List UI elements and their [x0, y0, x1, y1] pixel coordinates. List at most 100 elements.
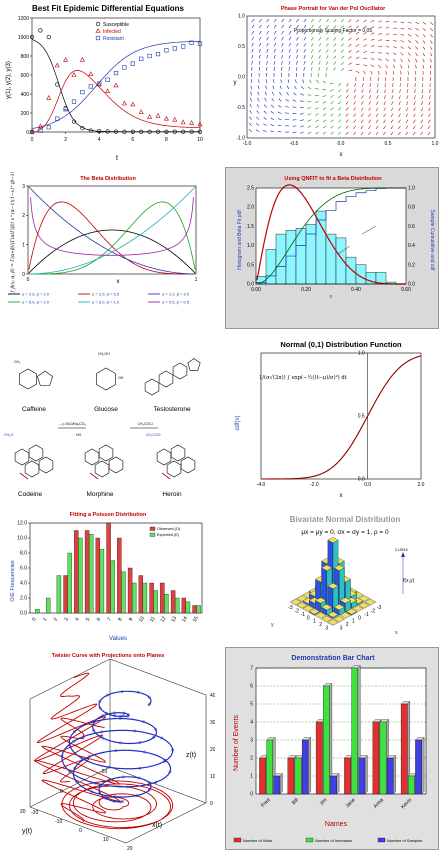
twister-xtick-label: -10 [55, 819, 62, 825]
vanderpol-arrow [308, 125, 312, 128]
bivariate-xtick-label: 2 [346, 622, 349, 628]
vanderpol-arrowhead [423, 61, 425, 63]
vanderpol-arrow [428, 119, 431, 123]
epidemic-point-susceptible [197, 129, 203, 134]
vanderpol-arrowhead [350, 19, 352, 21]
qnfit-title: Using QNFIT to fit a Beta Distribution [284, 176, 382, 182]
vanderpol-arrow [256, 129, 260, 133]
vanderpol-arrowhead [289, 55, 291, 57]
beta-legend-label: α = 3.0, β = 1.0 [92, 300, 120, 305]
poisson-xtick-label: 10 [138, 615, 146, 623]
vanderpol-arrowhead [431, 30, 433, 32]
vanderpol-arrowhead [275, 31, 277, 33]
twister-curve-marker [119, 714, 123, 718]
vanderpol-arrowhead [322, 102, 324, 104]
poisson-xtick-label: 1 [42, 617, 49, 623]
vanderpol-arrowhead [289, 49, 291, 51]
demo-bar [351, 667, 358, 795]
vanderpol-arrow [271, 98, 275, 102]
epidemic-ytick-label: 400 [21, 92, 30, 98]
vanderpol-arrow [385, 52, 389, 55]
bivariate-ytick-label: 3 [325, 625, 328, 631]
vanderpol-arrowhead [410, 41, 412, 43]
vanderpol-arrow [368, 113, 372, 117]
qnfit-histogram-bar [285, 230, 297, 285]
normal-cdf-chart: Normal (0,1) Distribution Function 1/(σ√… [235, 340, 425, 499]
vanderpol-arrowhead [362, 79, 364, 81]
bivariate-xtick-label: 3 [340, 625, 343, 631]
vanderpol-arrowhead [280, 73, 282, 75]
vanderpol-arrow [378, 33, 382, 35]
vanderpol-arrowhead [295, 73, 297, 75]
vanderpol-arrowhead [286, 92, 288, 94]
vanderpol-ytick-label: 0.0 [238, 75, 245, 81]
epidemic-xtick-label: 6 [131, 137, 134, 143]
bivariate-bar-top [296, 595, 308, 602]
epidemic-ytick-label: 0 [26, 130, 29, 136]
demo-bar-ytick-label: 6 [250, 684, 253, 690]
twister-curve-marker [154, 780, 158, 784]
bivariate-ytick-label: -2 [294, 608, 299, 614]
vanderpol-arrowhead [319, 49, 321, 51]
poisson-bar [153, 590, 158, 614]
twister-curve-marker [152, 736, 156, 739]
vanderpol-arrowhead [402, 41, 404, 43]
vanderpol-arrow [271, 105, 275, 108]
beta-frame [27, 185, 197, 275]
epidemic-point-infected [96, 81, 102, 87]
vanderpol-arrow [385, 46, 389, 48]
vanderpol-arrow [414, 89, 416, 93]
vanderpol-arrowhead [275, 43, 277, 45]
vanderpol-arrowhead [388, 33, 390, 35]
vanderpol-arrowhead [402, 54, 404, 56]
vanderpol-arrowhead [335, 43, 337, 45]
demo-bar-ytick-label: 7 [250, 666, 253, 672]
vanderpol-arrow [400, 27, 404, 30]
vanderpol-arrowhead [377, 85, 379, 87]
vanderpol-arrowhead [294, 85, 296, 87]
vanderpol-arrow [392, 58, 396, 62]
vanderpol-arrow [293, 125, 297, 127]
poisson-xtick-label: 12 [160, 615, 168, 623]
vanderpol-arrow [273, 61, 276, 65]
molecule-label-glucose: Glucose [94, 406, 118, 413]
vanderpol-arrow [325, 37, 329, 41]
bivariate-bar-top [290, 598, 302, 605]
twister-curve-marker [133, 729, 137, 733]
vanderpol-arrow [370, 39, 374, 41]
vanderpol-arrowhead [358, 50, 360, 52]
qnfit-chart-panel: Using QNFIT to fit a Beta Distribution x… [225, 167, 439, 329]
vanderpol-arrowhead [251, 67, 253, 69]
vanderpol-arrow [385, 70, 387, 75]
vanderpol-arrowhead [311, 61, 313, 63]
beta-chart: The Beta Distribution x f_β(x; α, β) = Γ… [8, 171, 198, 305]
vanderpol-arrow [251, 43, 254, 47]
epidemic-point-infected [29, 128, 35, 134]
vanderpol-arrow [385, 21, 389, 23]
vanderpol-arrow [384, 95, 386, 99]
twister-curve-marker [98, 699, 102, 703]
vanderpol-arrow [272, 92, 275, 96]
vanderpol-arrow [250, 98, 252, 102]
vanderpol-arrowhead [330, 133, 332, 135]
vanderpol-arrow [421, 107, 424, 111]
vanderpol-arrowhead [350, 43, 352, 45]
demo-bar [259, 757, 266, 795]
vanderpol-arrow [407, 34, 411, 37]
vanderpol-arrowhead [305, 25, 307, 27]
poisson-bar [149, 582, 154, 614]
bivariate-bar-top [333, 615, 345, 622]
vanderpol-arrowhead [415, 73, 417, 75]
vanderpol-arrowhead [357, 19, 359, 21]
bivariate-bar-top [333, 564, 345, 571]
twister-curve-marker [147, 695, 151, 699]
vanderpol-arrowhead [345, 109, 347, 111]
vanderpol-arrowhead [424, 42, 426, 44]
vanderpol-arrowhead [427, 133, 429, 135]
vanderpol-arrow [322, 88, 327, 91]
vanderpol-arrowhead [431, 48, 433, 50]
vanderpol-arrowhead [285, 118, 287, 120]
vanderpol-arrowhead [420, 121, 422, 123]
beta-curve [30, 197, 194, 256]
vanderpol-arrowhead [368, 103, 370, 105]
